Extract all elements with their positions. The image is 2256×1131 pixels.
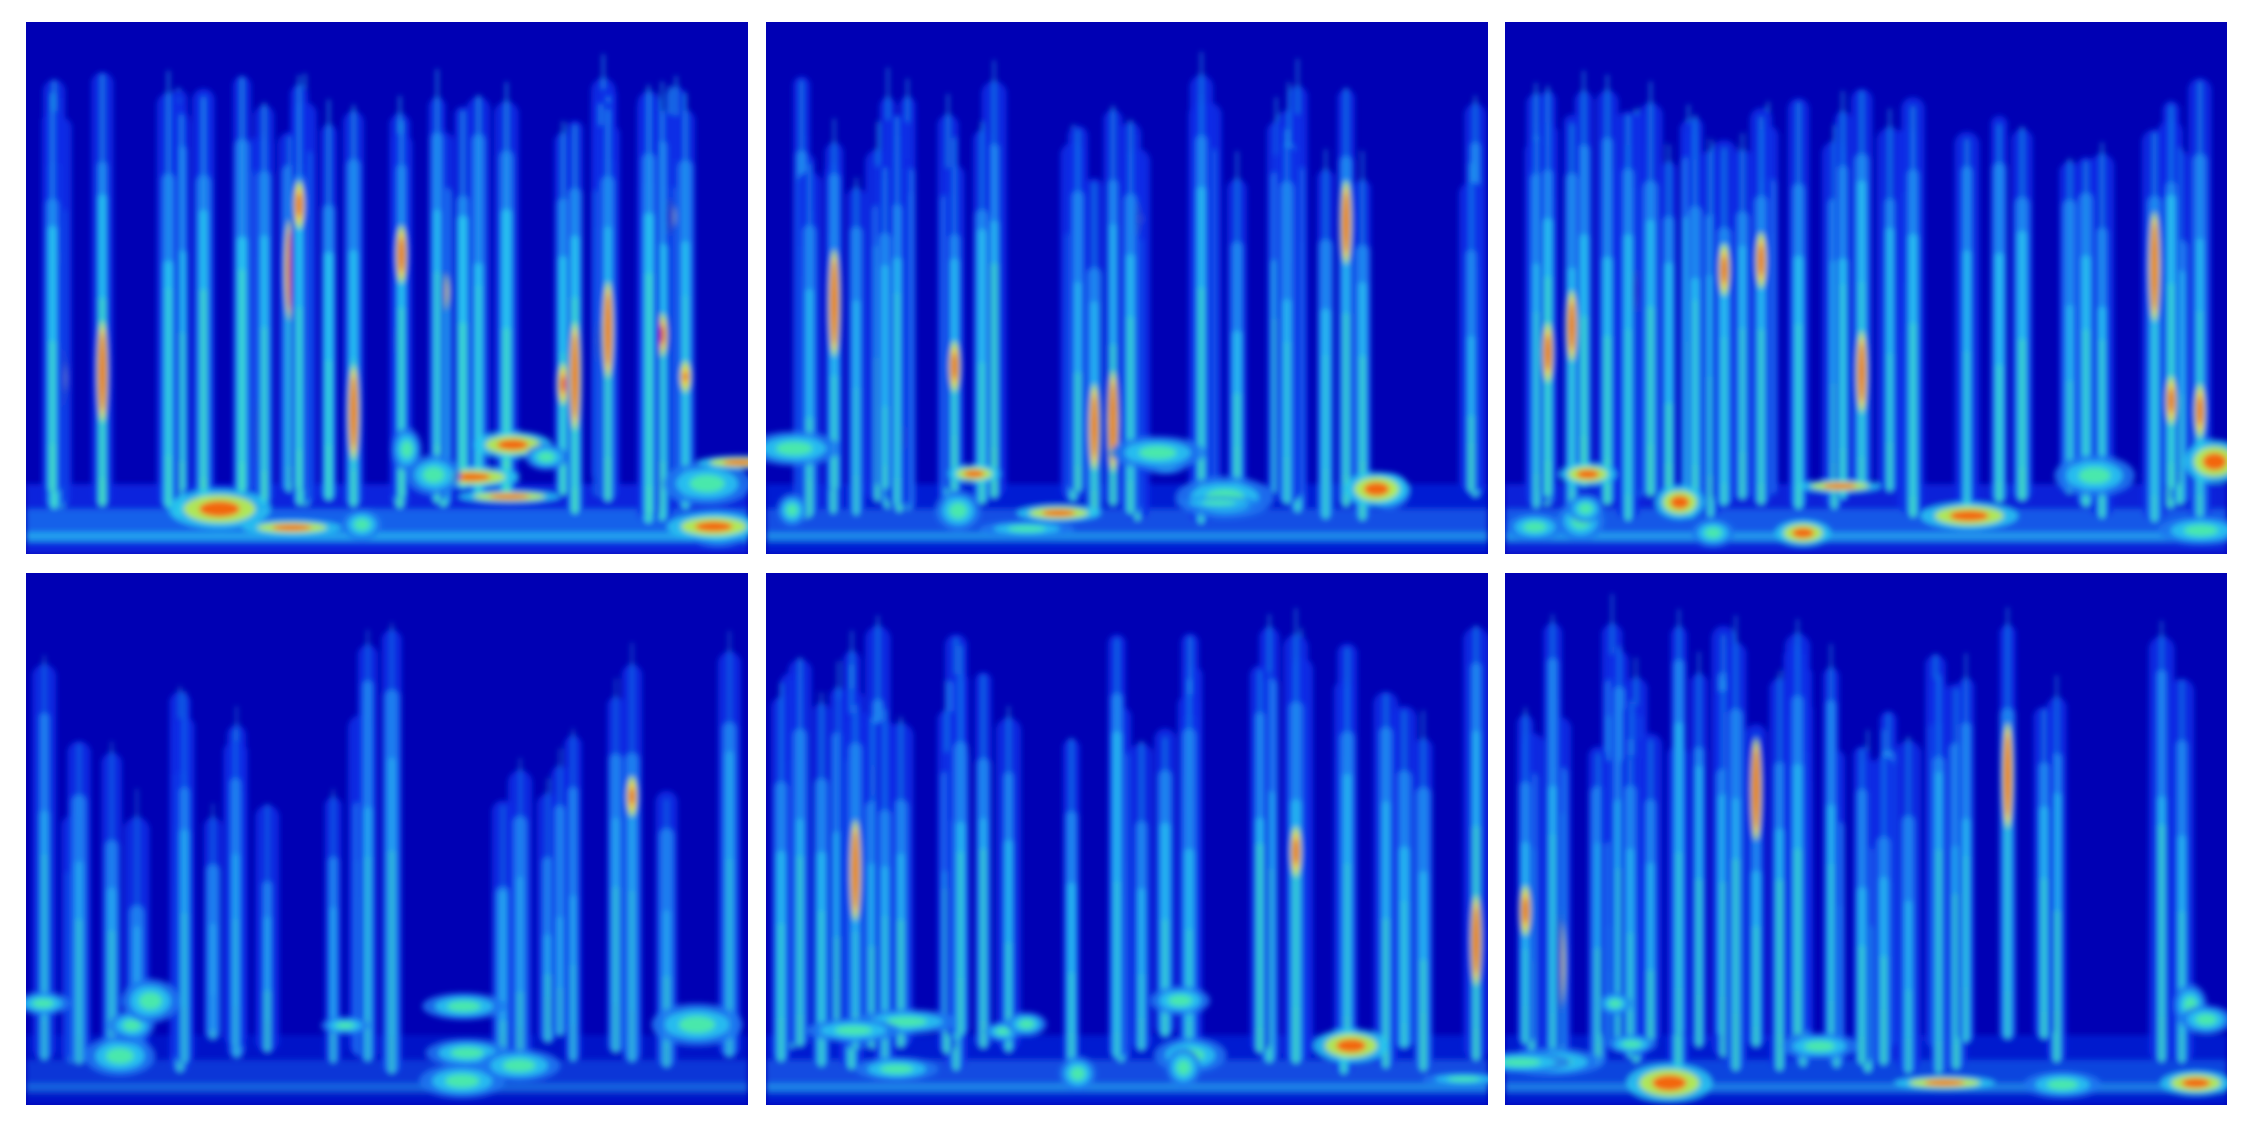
spectrogram-image bbox=[766, 573, 1488, 1105]
spectrogram-image bbox=[26, 573, 748, 1105]
spectrogram-image bbox=[26, 22, 748, 554]
spectrogram-panel-bottom-middle bbox=[766, 573, 1488, 1105]
spectrogram-image bbox=[1505, 22, 2227, 554]
spectrogram-image bbox=[1505, 573, 2227, 1105]
spectrogram-panel-top-left bbox=[26, 22, 748, 554]
spectrogram-panel-top-right bbox=[1505, 22, 2227, 554]
spectrogram-image bbox=[766, 22, 1488, 554]
spectrogram-panel-bottom-left bbox=[26, 573, 748, 1105]
spectrogram-panel-top-middle bbox=[766, 22, 1488, 554]
spectrogram-panel-bottom-right bbox=[1505, 573, 2227, 1105]
